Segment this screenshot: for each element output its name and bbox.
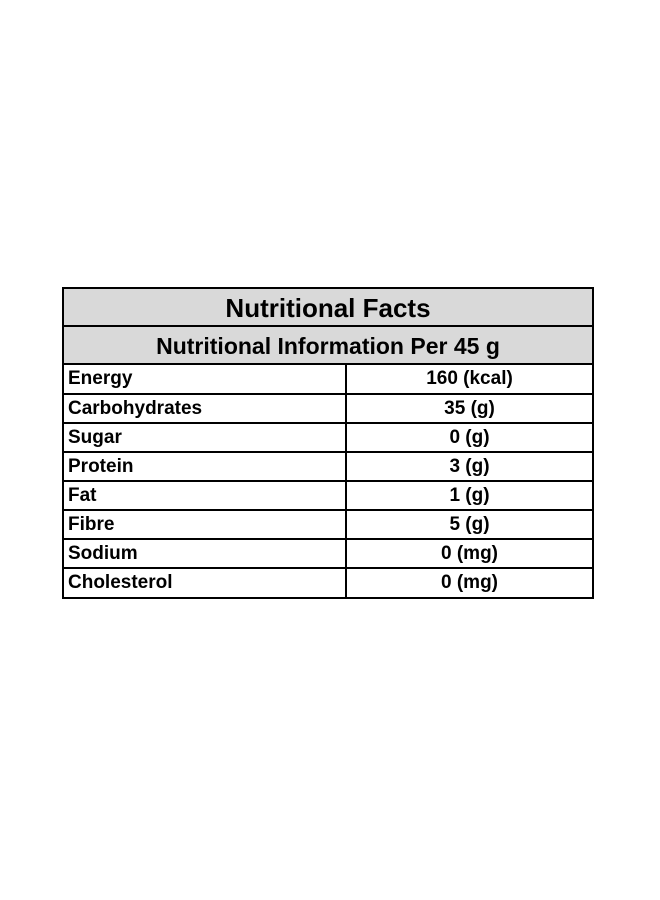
nutrient-name: Carbohydrates: [64, 394, 347, 424]
table-row: Cholesterol 0 (mg): [64, 568, 592, 597]
nutrient-name: Cholesterol: [64, 568, 347, 597]
nutrient-name: Fat: [64, 481, 347, 511]
nutrient-amount: 5 (g): [346, 510, 592, 540]
nutrition-table-title: Nutritional Facts: [64, 289, 592, 327]
table-row: Fibre 5 (g): [64, 510, 592, 540]
table-row: Fat 1 (g): [64, 481, 592, 511]
nutrient-name: Sugar: [64, 423, 347, 453]
nutrient-name: Energy: [64, 365, 347, 395]
nutrient-amount: 3 (g): [346, 452, 592, 482]
table-row: Energy 160 (kcal): [64, 365, 592, 395]
nutrition-table-subtitle: Nutritional Information Per 45 g: [64, 327, 592, 365]
table-row: Sugar 0 (g): [64, 423, 592, 453]
nutrient-amount: 35 (g): [346, 394, 592, 424]
nutrient-amount: 1 (g): [346, 481, 592, 511]
nutrient-name: Fibre: [64, 510, 347, 540]
table-row: Sodium 0 (mg): [64, 539, 592, 569]
nutrient-amount: 0 (mg): [346, 539, 592, 569]
nutrient-name: Protein: [64, 452, 347, 482]
table-row: Protein 3 (g): [64, 452, 592, 482]
nutrient-amount: 0 (mg): [441, 572, 498, 593]
nutrient-amount: 160 (kcal): [346, 365, 592, 395]
nutrition-table: Energy 160 (kcal) Carbohydrates 35 (g) S…: [64, 365, 592, 597]
nutrient-amount: 0 (g): [346, 423, 592, 453]
nutrition-facts-panel: Nutritional Facts Nutritional Informatio…: [62, 287, 594, 599]
nutrient-name: Sodium: [64, 539, 347, 569]
table-row: Carbohydrates 35 (g): [64, 394, 592, 424]
